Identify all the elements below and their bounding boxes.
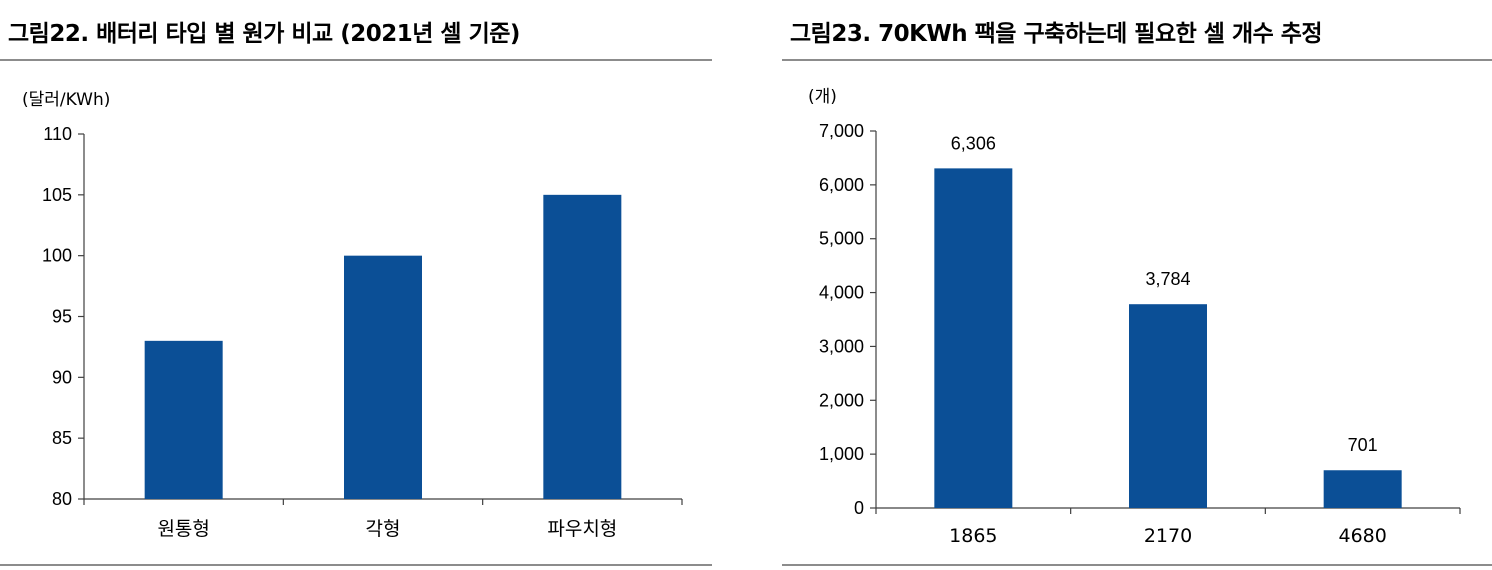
y-tick-label: 105 — [42, 185, 72, 205]
category-label: 1865 — [949, 525, 997, 547]
y-tick-label: 85 — [52, 428, 72, 448]
bottom-rule-right — [782, 564, 1492, 566]
y-unit-label: (개) — [808, 87, 837, 107]
y-tick-label: 4,000 — [819, 283, 864, 303]
category-label: 원통형 — [157, 518, 209, 540]
bar-chart-left: (달러/KWh) 80 85 90 95 100 105 110 원통형 각형 파우치형 — [22, 90, 683, 540]
category-label: 파우치형 — [547, 518, 617, 540]
y-tick-label: 6,000 — [819, 175, 864, 195]
y-tick-label: 5,000 — [819, 229, 864, 249]
data-label: 701 — [1348, 435, 1378, 455]
title-rule-right — [782, 59, 1492, 61]
category-label: 각형 — [366, 518, 401, 540]
bottom-rule-left — [0, 564, 712, 566]
bar — [1323, 470, 1402, 508]
y-tick-label: 1,000 — [819, 444, 864, 464]
bar — [934, 168, 1013, 508]
chart-panel-left: 그림22. 배터리 타입 별 원가 비교 (2021년 셀 기준) (달러/KW… — [0, 0, 712, 570]
chart-panel-right: 그림23. 70KWh 팩을 구축하는데 필요한 셀 개수 추정 (개) 0 1,0… — [782, 0, 1492, 570]
category-label: 2170 — [1144, 525, 1192, 547]
y-tick-label: 80 — [52, 489, 72, 509]
bar — [543, 194, 622, 500]
y-tick-label: 7,000 — [819, 121, 864, 141]
data-label: 3,784 — [1145, 269, 1190, 289]
chart-title-right: 그림23. 70KWh 팩을 구축하는데 필요한 셀 개수 추정 — [790, 21, 1323, 47]
bar-chart-right: (개) 0 1,000 2,000 3,000 4,000 5,000 6,000 7,000 1… — [808, 87, 1461, 547]
data-label: 6,306 — [951, 133, 996, 153]
y-tick-label: 110 — [43, 124, 72, 144]
category-label: 4680 — [1338, 525, 1386, 547]
title-rule-left — [0, 59, 712, 61]
y-tick-label: 0 — [854, 498, 864, 518]
y-unit-label: (달러/KWh) — [22, 90, 110, 110]
bar — [144, 340, 223, 499]
y-tick-label: 90 — [52, 367, 72, 387]
y-tick-label: 95 — [52, 307, 72, 327]
chart-title-left: 그림22. 배터리 타입 별 원가 비교 (2021년 셀 기준) — [8, 21, 520, 47]
y-tick-label: 100 — [42, 246, 72, 266]
y-tick-label: 2,000 — [819, 390, 864, 410]
bar — [344, 255, 422, 499]
y-tick-label: 3,000 — [819, 336, 864, 356]
bar — [1129, 304, 1207, 508]
